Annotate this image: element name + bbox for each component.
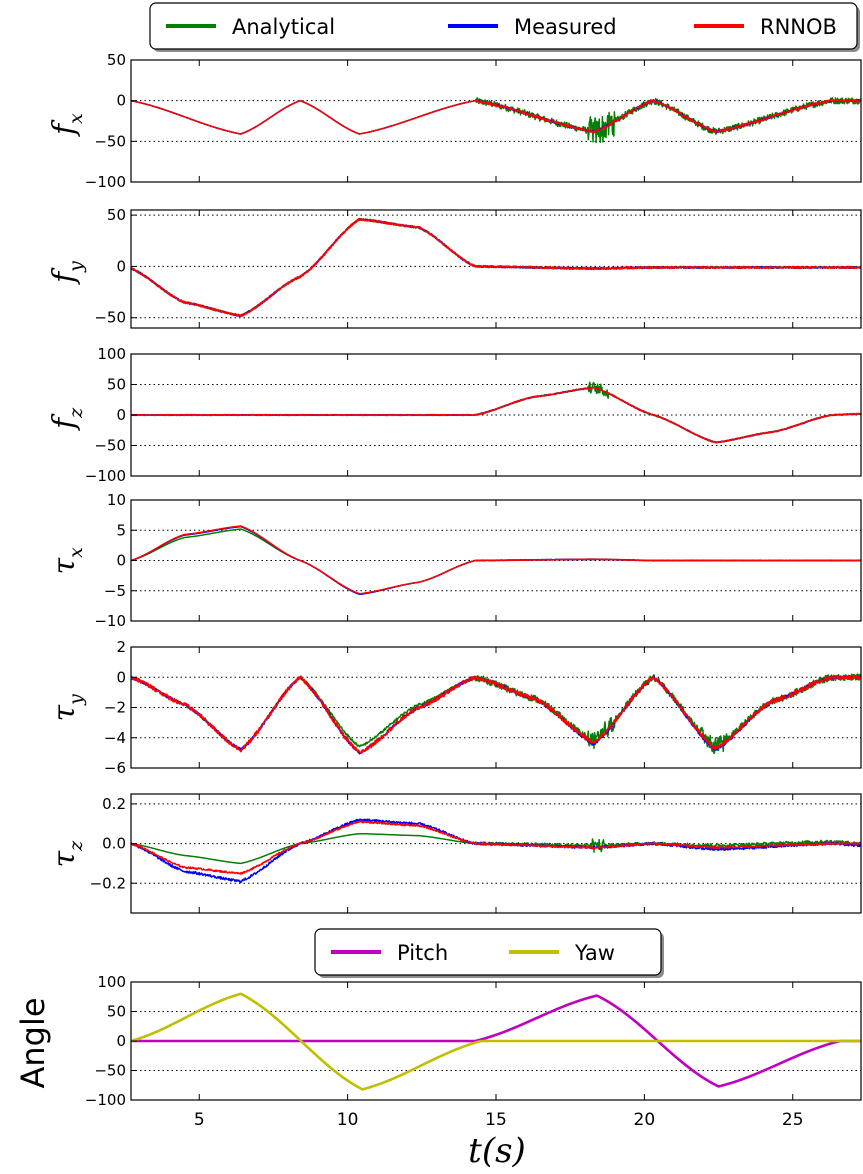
x-tick-label-1: 10 <box>337 1110 359 1130</box>
series-line-rnnob-6 <box>131 820 861 875</box>
legend-label-yaw: Yaw <box>574 941 615 965</box>
y-tick-label-6-0: 100 <box>97 973 126 991</box>
y-tick-label-1-2: −50 <box>94 309 126 327</box>
y-tick-label-4-3: −4 <box>104 729 126 747</box>
subplot-7: 100 50 0 −50 −100 Angle 5 10 15 20 25 t(s) <box>14 973 862 1171</box>
y-tick-label-0-3: −100 <box>85 173 126 191</box>
y-axis-label-5: τy <box>47 694 87 722</box>
legend-2: Pitch Yaw <box>314 928 664 978</box>
subplot-2: 50 0 −50 fy <box>47 206 862 329</box>
x-tick-label-3: 20 <box>634 1110 656 1130</box>
legend-label-measured: Measured <box>514 15 617 39</box>
series-line-rnnob-2 <box>131 218 861 317</box>
y-tick-label-6-4: −100 <box>85 1091 126 1109</box>
axes-frame-5 <box>130 646 862 769</box>
legend-box <box>149 2 858 50</box>
y-tick-label-2-2: 0 <box>116 406 126 424</box>
series-line-rnnob-5 <box>131 674 861 754</box>
y-tick-label-5-1: 0.0 <box>102 835 126 853</box>
y-tick-label-6-2: 0 <box>116 1032 126 1050</box>
y-tick-label-3-4: −10 <box>94 612 126 630</box>
y-tick-label-2-4: −100 <box>85 467 126 485</box>
series-line-rnnob-4 <box>131 525 861 595</box>
y-tick-label-5-2: −0.2 <box>90 874 126 892</box>
y-tick-label-3-2: 0 <box>116 552 126 570</box>
x-tick-label-0: 5 <box>194 1110 205 1130</box>
legend-label-analytical: Analytical <box>232 15 335 39</box>
y-axis-label-3: fz <box>47 407 87 431</box>
y-axis-label-4: τx <box>47 547 87 575</box>
y-tick-label-4-4: −6 <box>104 759 126 777</box>
y-tick-label-2-3: −50 <box>94 437 126 455</box>
axes-frame-2 <box>130 209 862 329</box>
series-line-yaw-7 <box>131 992 861 1091</box>
y-axis-label-7: Angle <box>14 997 52 1088</box>
subplot-3: 100 50 0 −50 −100 fz <box>47 345 862 485</box>
series-line-measured-5 <box>131 675 861 755</box>
y-tick-label-5-0: 0.2 <box>102 795 126 813</box>
y-tick-label-3-1: 5 <box>116 521 126 539</box>
subplot-4: 10 5 0 −5 −10 τx <box>47 491 862 630</box>
y-tick-label-0-0: 50 <box>107 51 126 69</box>
axes-frame-6 <box>130 793 862 914</box>
axes-frame-3 <box>130 353 862 477</box>
series-line-analytical-4 <box>131 528 861 596</box>
series-line-analytical-3 <box>131 381 861 444</box>
y-tick-label-4-1: 0 <box>116 668 126 686</box>
y-tick-label-2-0: 100 <box>97 345 126 363</box>
legend-label-pitch: Pitch <box>397 941 448 965</box>
y-tick-label-0-1: 0 <box>116 92 126 110</box>
legend-1: Analytical Measured RNNOB <box>149 2 860 52</box>
axes-frame-7 <box>130 981 862 1101</box>
y-tick-label-1-0: 50 <box>107 206 126 224</box>
subplot-5: 2 0 −2 −4 −6 τy <box>47 638 862 777</box>
y-tick-label-1-1: 0 <box>116 257 126 275</box>
series-line-rnnob-3 <box>131 386 861 444</box>
x-tick-label-2: 15 <box>485 1110 507 1130</box>
subplot-1: 50 0 −50 −100 fx <box>47 51 862 191</box>
y-tick-label-6-3: −50 <box>94 1062 126 1080</box>
x-axis-label: t(s) <box>468 1131 526 1171</box>
axes-frame-4 <box>130 499 862 622</box>
y-tick-label-3-0: 10 <box>107 491 126 509</box>
legend-box <box>314 928 662 976</box>
series-line-pitch-7 <box>131 994 861 1088</box>
y-axis-label-2: fy <box>47 261 87 285</box>
y-tick-label-4-2: −2 <box>104 699 126 717</box>
x-tick-label-4: 25 <box>782 1110 804 1130</box>
series-line-rnnob-1 <box>131 98 861 135</box>
y-tick-label-4-0: 2 <box>116 638 126 656</box>
y-tick-label-2-1: 50 <box>107 376 126 394</box>
legend-label-rnnob: RNNOB <box>760 15 837 39</box>
y-axis-label-1: fx <box>47 113 87 137</box>
y-tick-label-6-1: 50 <box>107 1003 126 1021</box>
y-tick-label-0-2: −50 <box>94 132 126 150</box>
axes-frame-1 <box>130 59 862 183</box>
subplot-6: 0.2 0.0 −0.2τz <box>47 793 862 914</box>
y-axis-label-6: τz <box>47 840 87 868</box>
y-tick-label-3-3: −5 <box>104 582 126 600</box>
